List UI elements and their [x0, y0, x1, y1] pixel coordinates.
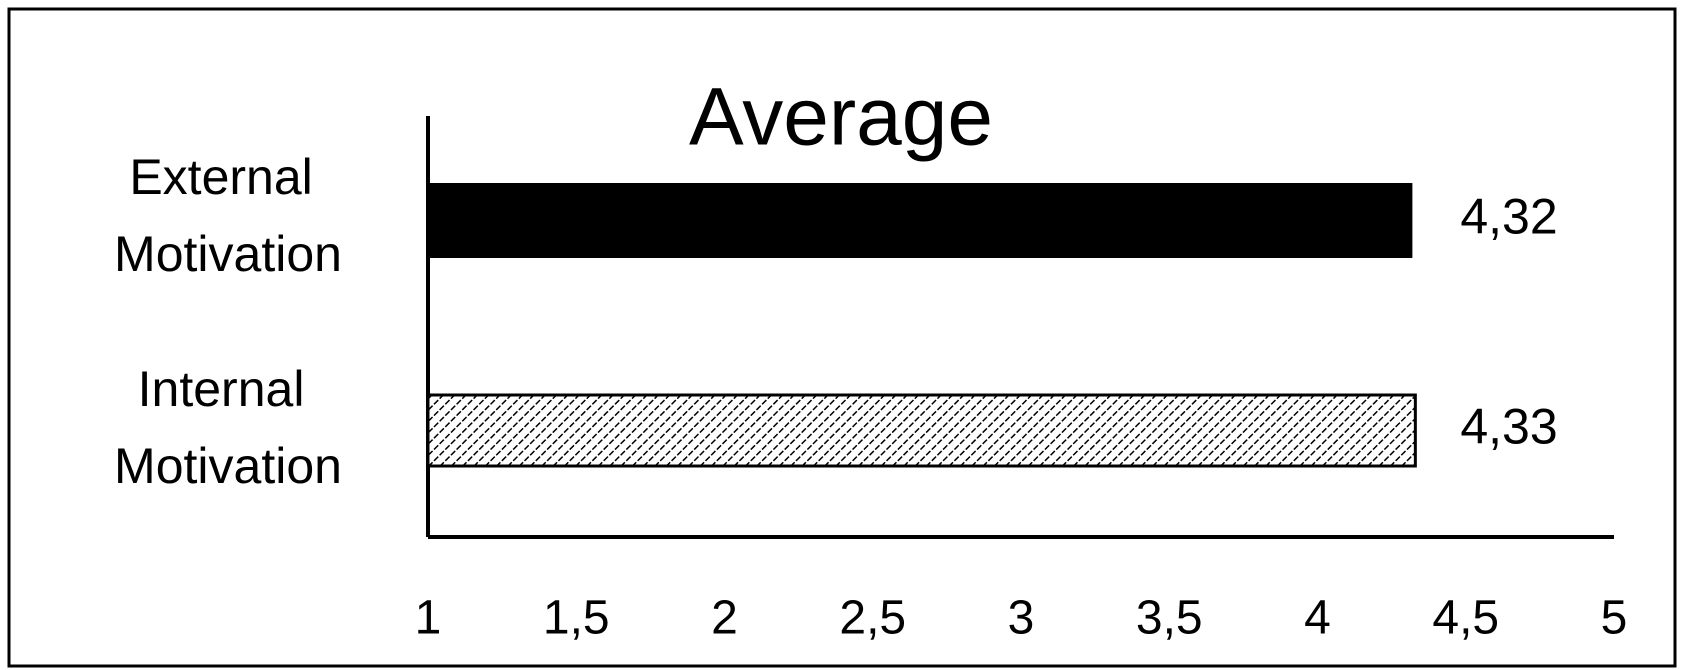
- y-tick-label: Internal Motivation: [114, 361, 342, 494]
- x-tick-label: 4: [1304, 592, 1331, 645]
- x-tick-label: 1: [415, 592, 442, 645]
- bar: [428, 183, 1413, 258]
- bar: [426, 393, 1417, 468]
- x-tick-label: 3,5: [1136, 592, 1203, 645]
- value-label: 4,33: [1460, 399, 1557, 455]
- y-tick-label: External Motivation: [114, 149, 342, 282]
- value-label: 4,32: [1460, 189, 1557, 245]
- x-tick-label: 5: [1601, 592, 1628, 645]
- x-tick-label: 2,5: [839, 592, 906, 645]
- x-tick-label: 1,5: [543, 592, 610, 645]
- x-tick-label: 3: [1008, 592, 1035, 645]
- x-tick-label: 2: [711, 592, 738, 645]
- x-tick-label: 4,5: [1432, 592, 1499, 645]
- frame: [7, 7, 1677, 668]
- chart-title: Average: [689, 72, 993, 163]
